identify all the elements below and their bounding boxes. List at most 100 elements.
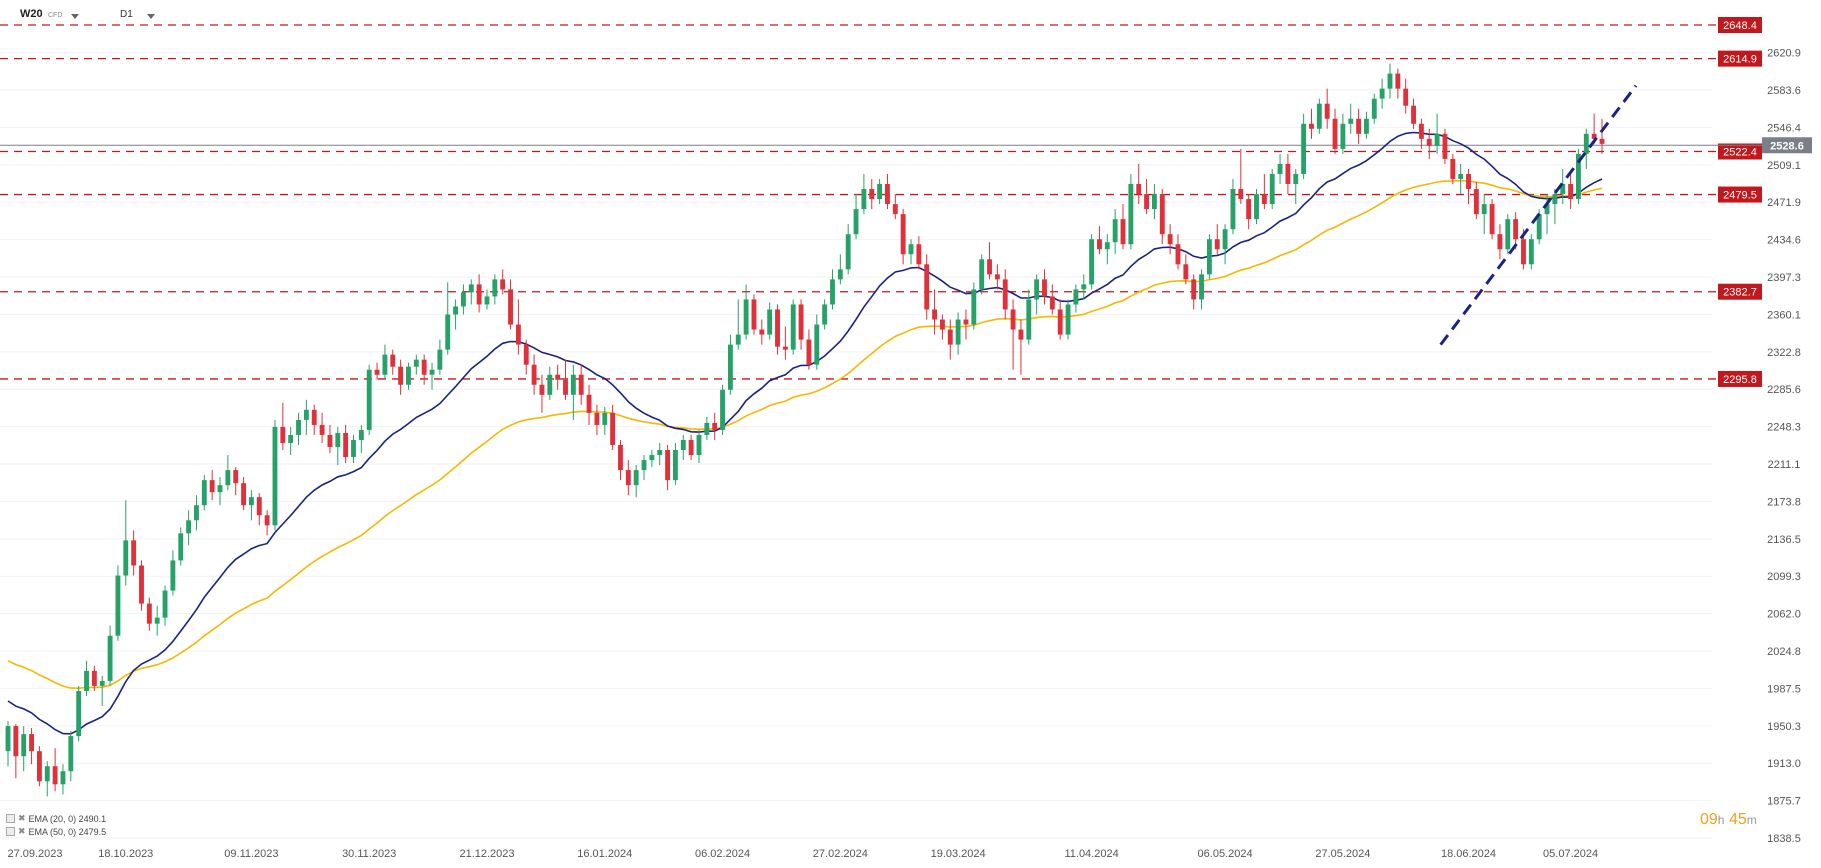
x-tick-label: 27.09.2023	[7, 848, 62, 860]
ema50-layer	[7, 179, 1603, 690]
candle	[1599, 118, 1605, 154]
candle	[1042, 269, 1047, 305]
candle	[1505, 214, 1511, 255]
y-tick-label: 1838.5	[1767, 833, 1801, 845]
candle	[468, 279, 474, 305]
legend-settings-icon[interactable]	[6, 827, 15, 836]
candle	[1560, 168, 1566, 205]
legend-remove-icon[interactable]: ✖	[18, 813, 26, 823]
candle	[1246, 194, 1252, 230]
candle-body	[1136, 184, 1142, 195]
ema20-line	[7, 131, 1603, 735]
candle	[123, 500, 129, 586]
candle-body	[939, 319, 945, 330]
candle	[139, 560, 144, 611]
candle	[1222, 224, 1228, 265]
candle-body	[759, 329, 765, 335]
candle-body	[673, 450, 678, 481]
candle	[555, 364, 561, 390]
candle-body	[1065, 304, 1071, 335]
candle	[335, 426, 341, 466]
candle-body	[1018, 329, 1024, 340]
candle	[60, 764, 66, 795]
candle-body	[1057, 309, 1063, 335]
candle-body	[1301, 123, 1307, 174]
candle-body	[1285, 163, 1291, 185]
y-tick-label: 1875.7	[1767, 796, 1801, 808]
candle-body	[264, 515, 270, 526]
candle	[578, 364, 584, 405]
legend-settings-icon[interactable]	[6, 814, 15, 823]
candle	[170, 550, 176, 596]
candle	[625, 460, 631, 496]
candle	[1034, 274, 1040, 315]
candle	[1057, 299, 1063, 340]
candle-body	[578, 374, 584, 395]
y-tick-label: 2211.1	[1768, 459, 1801, 471]
candle	[877, 178, 883, 205]
candle	[1285, 153, 1291, 195]
candle-body	[1081, 284, 1087, 290]
candle	[743, 284, 749, 340]
y-tick-label: 1913.0	[1767, 758, 1801, 770]
interval-chevron-down-icon[interactable]	[147, 14, 155, 19]
candle	[1206, 234, 1212, 280]
candle-body	[1316, 103, 1322, 129]
x-tick-label: 11.04.2024	[1064, 848, 1118, 860]
candle-body	[618, 445, 623, 471]
candle-body	[311, 409, 317, 425]
candle	[1497, 224, 1503, 260]
candle	[1002, 269, 1008, 320]
candle	[1450, 153, 1456, 185]
candle-body	[523, 344, 529, 365]
candle	[1348, 103, 1354, 134]
candle-body	[555, 374, 561, 380]
candle	[1324, 88, 1330, 129]
candle	[641, 455, 647, 481]
candle-body	[547, 374, 553, 395]
candle	[1309, 108, 1314, 139]
candle	[1230, 178, 1236, 235]
candle	[618, 439, 623, 481]
candle-body	[1379, 88, 1385, 99]
candle	[1340, 113, 1346, 154]
candle	[1254, 189, 1259, 225]
candle-body	[1528, 239, 1534, 265]
candle	[563, 359, 568, 400]
candle	[5, 721, 11, 767]
candle	[704, 416, 710, 440]
symbol-selector[interactable]: W20	[20, 8, 43, 20]
candles-layer	[5, 63, 1605, 797]
candle	[1167, 224, 1173, 255]
symbol-chevron-down-icon[interactable]	[71, 14, 79, 19]
candle	[1112, 209, 1118, 255]
candle	[209, 470, 215, 501]
candle-body	[1544, 204, 1550, 215]
candle-body	[1128, 184, 1134, 245]
candle	[673, 442, 678, 486]
interval-selector[interactable]: D1	[120, 9, 133, 20]
timer-hours: 09	[1700, 811, 1718, 828]
candle	[1583, 128, 1589, 169]
candle	[1458, 163, 1464, 195]
legend-remove-icon[interactable]: ✖	[18, 826, 26, 836]
candle	[523, 339, 529, 375]
candle-body	[853, 209, 859, 235]
candle	[508, 279, 513, 330]
candle-body	[170, 560, 176, 591]
candle	[131, 530, 137, 576]
candle-body	[99, 680, 105, 686]
candle	[52, 748, 58, 792]
candle	[767, 302, 773, 340]
x-tick-label: 09.11.2023	[224, 848, 278, 860]
candle-body	[76, 690, 82, 737]
candle-body	[500, 279, 506, 290]
x-tick-label: 21.12.2023	[459, 848, 514, 860]
candle	[837, 254, 843, 285]
candle-body	[877, 184, 883, 200]
candle	[429, 362, 435, 390]
candle-body	[84, 670, 89, 691]
candle-body	[5, 726, 11, 752]
candle	[272, 419, 278, 531]
